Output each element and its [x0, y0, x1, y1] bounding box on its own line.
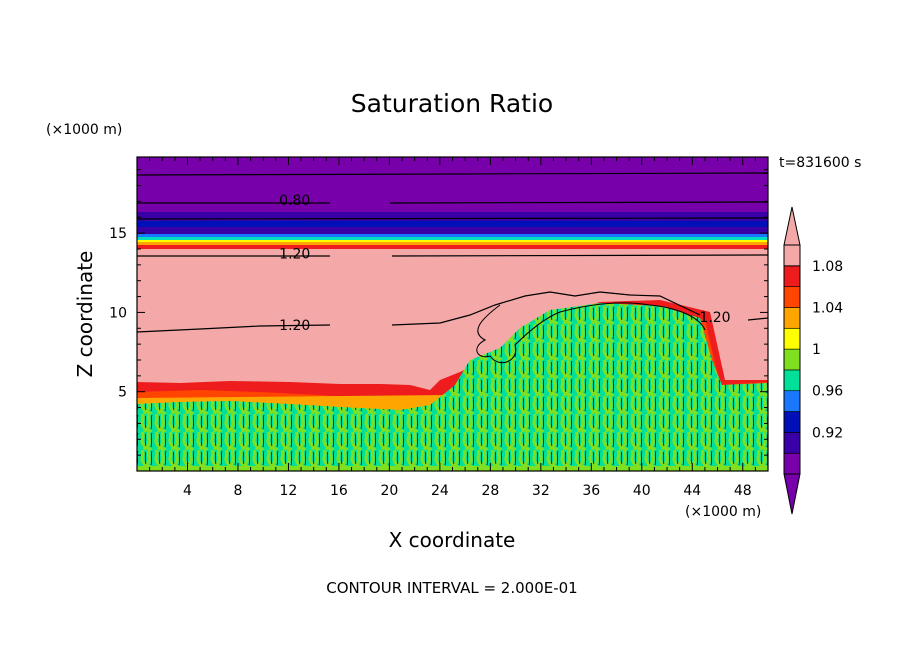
x-tick-label: 36: [582, 483, 600, 499]
contour-upper-2: [137, 217, 768, 220]
x-tick-label: 32: [532, 483, 550, 499]
x-tick-label: 24: [431, 483, 449, 499]
colorbar-top-arrow: [783, 206, 801, 267]
colorbar-swatch: [783, 286, 801, 308]
band-orange: [137, 242, 768, 245]
contour-080: [137, 201, 768, 204]
colorbar: 0.92 0.96 1 1.04 1.08: [783, 206, 843, 515]
chart-title: Saturation Ratio: [351, 89, 553, 118]
time-label: t=831600 s: [779, 155, 861, 171]
x-tick-label: 44: [683, 483, 701, 499]
y-tick-label: 5: [118, 385, 127, 401]
band-top-purple: [137, 157, 768, 217]
colorbar-level-label: 1: [812, 342, 821, 358]
contour-label: 0.80: [279, 193, 310, 209]
contour-cloud-edge: [476, 302, 706, 364]
x-tick-label: 12: [280, 483, 298, 499]
colorbar-swatch: [783, 369, 801, 392]
colorbar-swatch: [783, 348, 801, 371]
colorbar-swatch: [783, 327, 801, 350]
colorbar-swatch: [783, 411, 801, 433]
x-tick-label: 48: [734, 483, 752, 499]
x-tick-label: 16: [330, 483, 348, 499]
x-tick-label: 28: [481, 483, 499, 499]
contour-upper-1: [137, 172, 768, 176]
colorbar-bottom-arrow: [783, 452, 801, 515]
colorbar-level-label: 0.92: [812, 425, 843, 441]
contour-labels: 0.80 1.20 1.20 1.20: [279, 193, 730, 334]
contour-label: 1.20: [279, 318, 310, 334]
colorbar-swatch: [783, 432, 801, 454]
x-axis-unit: (×1000 m): [685, 504, 761, 520]
plot-field: [137, 157, 768, 471]
contour-120-upper: [137, 254, 768, 257]
contour-label: 1.20: [279, 247, 310, 263]
contour-interval-label: CONTOUR INTERVAL = 2.000E-01: [326, 579, 577, 597]
y-tick-label: 10: [109, 305, 127, 321]
x-axis-ticks: 4 8 12 16 20 24 28 32 36 40 44 48: [149, 157, 756, 499]
x-axis-label: X coordinate: [389, 528, 516, 552]
colorbar-level-label: 0.96: [812, 384, 843, 400]
x-tick-label: 20: [380, 483, 398, 499]
boundary-layer-cells: [137, 303, 768, 466]
y-axis-unit: (×1000 m): [46, 122, 122, 138]
band-red: [137, 245, 768, 249]
colorbar-swatch: [783, 307, 801, 329]
y-axis-ticks: 5 10 15: [109, 169, 768, 456]
colorbar-level-label: 1.08: [812, 259, 843, 275]
colorbar-frame: [783, 244, 801, 475]
x-tick-label: 8: [233, 483, 242, 499]
y-tick-label: 15: [109, 226, 127, 242]
y-axis-label: Z coordinate: [73, 251, 97, 378]
colorbar-swatch: [783, 390, 801, 412]
contour-label: 1.20: [699, 310, 730, 326]
band-blue: [137, 234, 768, 237]
x-tick-label: 4: [183, 483, 192, 499]
colorbar-swatch: [783, 265, 801, 287]
band-cyan: [137, 237, 768, 240]
x-tick-label: 40: [633, 483, 651, 499]
colorbar-level-label: 1.04: [812, 300, 843, 316]
band-dark-blue: [137, 221, 768, 227]
contour-120-lower: [137, 291, 768, 333]
band-yellow: [137, 240, 768, 242]
band-navy: [137, 228, 768, 234]
